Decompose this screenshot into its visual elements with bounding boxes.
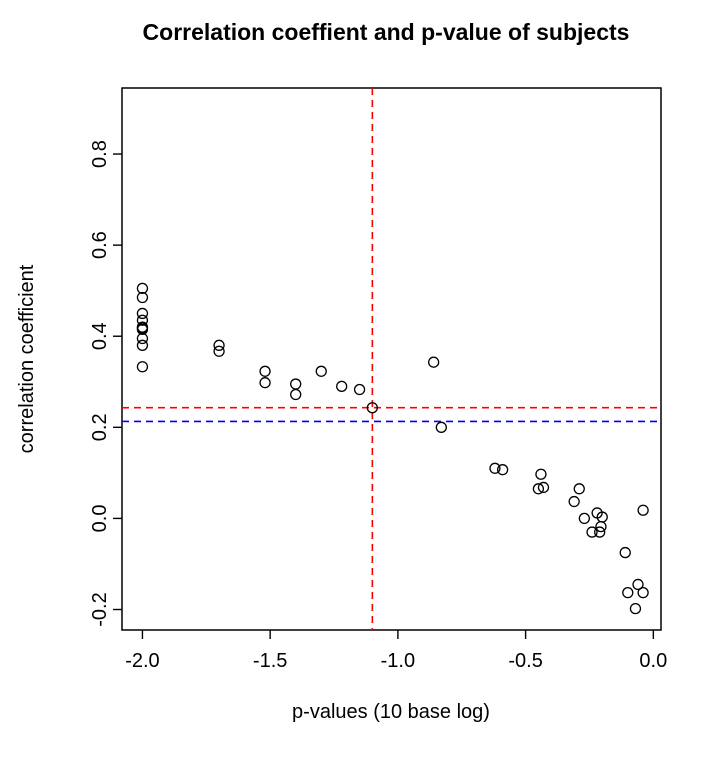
data-point xyxy=(136,307,149,320)
data-point xyxy=(290,378,302,390)
data-point xyxy=(578,512,591,525)
x-tick-label: -0.5 xyxy=(508,650,542,672)
data-point xyxy=(213,345,225,357)
y-tick-label: 0.0 xyxy=(89,505,111,533)
data-point xyxy=(573,483,585,495)
chart-title: Correlation coeffient and p-value of sub… xyxy=(143,19,630,45)
data-point xyxy=(136,291,149,304)
y-tick-label: 0.6 xyxy=(89,231,111,259)
data-point xyxy=(435,421,447,433)
data-point xyxy=(136,314,149,326)
data-point xyxy=(213,339,225,351)
data-point xyxy=(586,526,598,538)
x-axis: -2.0 -1.5 -1.0 -0.5 0.0 xyxy=(125,630,667,672)
data-point xyxy=(532,483,545,495)
data-point xyxy=(259,377,271,389)
data-point xyxy=(537,481,550,494)
data-point xyxy=(136,332,149,345)
y-tick-label: -0.2 xyxy=(89,592,111,626)
data-point xyxy=(489,462,501,474)
data-point xyxy=(496,464,509,476)
data-point xyxy=(637,504,649,516)
x-tick-label: 0.0 xyxy=(639,650,667,672)
plot-frame xyxy=(121,87,662,631)
data-point xyxy=(259,365,271,377)
y-tick-label: 0.4 xyxy=(89,322,111,350)
x-tick-label: -1.0 xyxy=(381,650,415,672)
data-point xyxy=(366,402,378,414)
data-point xyxy=(629,602,642,615)
data-point xyxy=(136,323,149,336)
x-tick-label: -1.5 xyxy=(253,650,287,672)
y-tick-label: 0.2 xyxy=(89,413,111,441)
data-point xyxy=(315,365,327,377)
data-point xyxy=(353,383,366,396)
data-points xyxy=(136,282,649,615)
y-axis: -0.2 0.0 0.2 0.4 0.6 0.8 xyxy=(89,140,122,627)
data-point xyxy=(632,578,644,591)
y-tick-label: 0.8 xyxy=(89,140,111,168)
data-point xyxy=(637,587,649,599)
data-point xyxy=(136,282,149,295)
data-point xyxy=(535,468,547,480)
x-tick-label: -2.0 xyxy=(125,650,159,672)
data-point xyxy=(290,388,302,401)
data-point xyxy=(568,495,580,508)
data-point xyxy=(594,526,606,538)
data-point xyxy=(622,587,634,599)
data-point xyxy=(136,361,149,373)
y-axis-label: correlation coefficient xyxy=(16,264,38,453)
data-point xyxy=(136,339,149,351)
data-point xyxy=(336,380,348,392)
data-point xyxy=(619,546,631,559)
reference-lines xyxy=(122,88,661,630)
data-point xyxy=(596,511,608,523)
data-point xyxy=(427,356,440,368)
x-axis-label: p-values (10 base log) xyxy=(292,701,490,723)
